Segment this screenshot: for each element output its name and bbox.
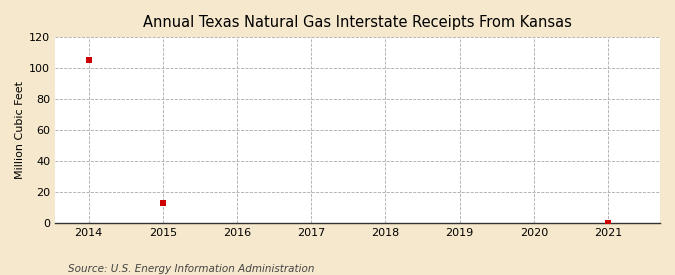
Text: Source: U.S. Energy Information Administration: Source: U.S. Energy Information Administ… [68,264,314,274]
Y-axis label: Million Cubic Feet: Million Cubic Feet [15,81,25,179]
Title: Annual Texas Natural Gas Interstate Receipts From Kansas: Annual Texas Natural Gas Interstate Rece… [143,15,572,30]
